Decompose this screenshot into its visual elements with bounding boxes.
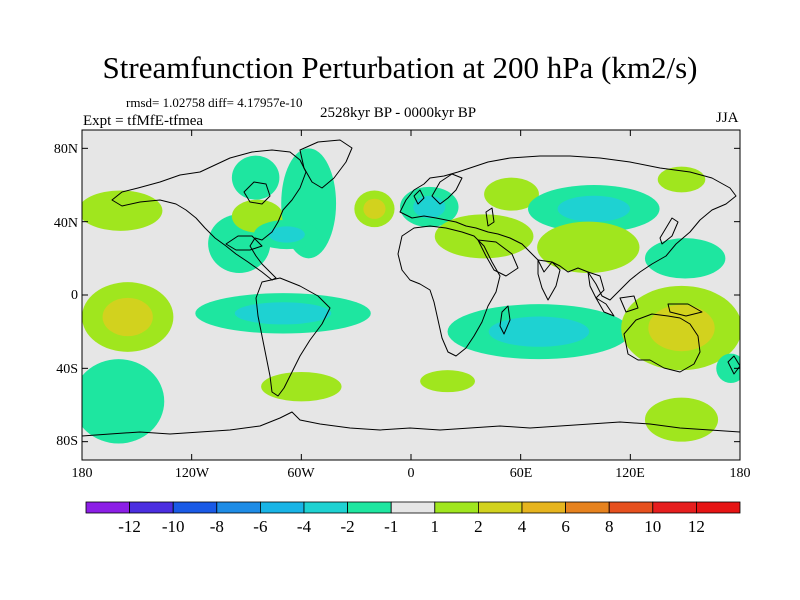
colorbar-swatch bbox=[303, 501, 348, 514]
colorbar-swatch bbox=[172, 501, 218, 514]
field-feature-core-14 bbox=[102, 297, 153, 337]
field-feature-0 bbox=[82, 190, 163, 231]
lat-label-80s: 80S bbox=[56, 434, 78, 449]
coastline-new-zealand bbox=[727, 355, 740, 375]
colorbar-label: 8 bbox=[604, 517, 614, 536]
colorbar-label: -6 bbox=[253, 517, 268, 536]
lon-label-180w: 180 bbox=[71, 466, 93, 481]
colorbar-swatch bbox=[129, 501, 174, 514]
field-feature-13 bbox=[644, 238, 726, 279]
coastline-hudson-bay bbox=[243, 181, 271, 205]
colorbar-label: 10 bbox=[644, 517, 662, 536]
coastline-caspian bbox=[485, 207, 495, 227]
field-feature-19 bbox=[420, 370, 475, 393]
colorbar-swatch bbox=[652, 501, 697, 514]
season-label: JJA bbox=[716, 110, 739, 126]
colorbar-label: -1 bbox=[384, 517, 399, 536]
coastline-australia bbox=[623, 313, 701, 373]
coastline-africa bbox=[397, 225, 501, 357]
coastline-arabia bbox=[477, 239, 519, 277]
field-feature-core-18 bbox=[488, 316, 590, 347]
field-feature-3 bbox=[231, 155, 280, 200]
colorbar-swatch bbox=[216, 501, 261, 514]
axis-ticks bbox=[81, 130, 741, 460]
coastline-antarctica bbox=[82, 411, 740, 437]
lat-label-40n: 40N bbox=[53, 216, 78, 231]
field-feature-17 bbox=[82, 359, 165, 444]
coastline-british-isles bbox=[413, 189, 425, 205]
coastline-greenland bbox=[299, 139, 353, 189]
experiment-label: Expt = tfMfE-tfmea bbox=[83, 113, 204, 129]
field-feature-22 bbox=[716, 353, 740, 383]
coastlines bbox=[82, 139, 740, 437]
colorbar-swatch bbox=[565, 501, 610, 514]
lon-label-120w: 120W bbox=[174, 466, 210, 481]
coastline-borneo bbox=[619, 295, 639, 313]
coastline-madagascar bbox=[499, 305, 511, 335]
lat-label-40s: 40S bbox=[56, 362, 78, 377]
coastline-north-america bbox=[111, 149, 307, 281]
colorbar-swatch bbox=[347, 501, 392, 514]
coastline-south-america bbox=[255, 277, 331, 397]
field-feature-8 bbox=[484, 177, 539, 211]
coastline-eurasia bbox=[399, 155, 737, 301]
field-feature-16 bbox=[261, 372, 342, 402]
coastline-gulf bbox=[225, 235, 263, 251]
colorbar-swatch bbox=[696, 501, 741, 514]
map-background bbox=[82, 130, 740, 460]
coastline-scandinavia bbox=[431, 173, 463, 205]
lon-label-60e: 60E bbox=[509, 466, 533, 481]
lat-label-80n: 80N bbox=[53, 142, 78, 157]
colorbar-swatch bbox=[259, 501, 305, 514]
colorbar-swatch bbox=[85, 501, 130, 514]
colorbar-label: 2 bbox=[474, 517, 483, 536]
coastline-india bbox=[537, 259, 561, 301]
colorbar-label: -2 bbox=[340, 517, 355, 536]
colorbar-label: 1 bbox=[430, 517, 440, 536]
colorbar-label: -4 bbox=[296, 517, 312, 536]
field-feature-core-15 bbox=[234, 302, 332, 325]
field-feature-21 bbox=[644, 397, 719, 442]
colorbar-label: 12 bbox=[687, 517, 705, 536]
colorbar-swatch bbox=[390, 501, 436, 514]
period-label: 2528kyr BP - 0000kyr BP bbox=[320, 105, 477, 121]
field-feature-9 bbox=[434, 214, 534, 259]
colorbar-label: 6 bbox=[561, 517, 570, 536]
coastline-sumatra bbox=[595, 297, 615, 317]
lon-label-180e: 180 bbox=[729, 466, 751, 481]
field-feature-core-20 bbox=[648, 304, 715, 352]
field-feature-core-10 bbox=[557, 195, 630, 222]
lat-label-eq: 0 bbox=[71, 288, 78, 303]
colorbar bbox=[85, 501, 741, 514]
lon-label-0: 0 bbox=[407, 466, 415, 481]
field-feature-core-6 bbox=[363, 198, 386, 219]
field-feature-11 bbox=[537, 221, 640, 273]
colorbar-label: -8 bbox=[209, 517, 224, 536]
colorbar-label: -12 bbox=[118, 517, 141, 536]
coastline-southeast-asia bbox=[587, 271, 605, 299]
colorbar-label: 4 bbox=[517, 517, 527, 536]
contour-fields bbox=[82, 148, 740, 444]
coastline-new-guinea bbox=[667, 303, 703, 317]
lon-label-120e: 120E bbox=[615, 466, 645, 481]
colorbar-swatch bbox=[521, 501, 566, 514]
colorbar-swatch bbox=[608, 501, 654, 514]
page-title: Streamfunction Perturbation at 200 hPa (… bbox=[102, 50, 698, 85]
field-feature-core-7 bbox=[413, 195, 446, 219]
colorbar-swatch bbox=[434, 501, 479, 514]
field-feature-core-5 bbox=[268, 226, 305, 243]
colorbar-swatch bbox=[477, 501, 523, 514]
coastline-japan bbox=[659, 217, 679, 245]
colorbar-label: -10 bbox=[161, 517, 185, 536]
lon-label-60w: 60W bbox=[287, 466, 315, 481]
rmsd-stats: rmsd= 1.02758 diff= 4.17957e-10 bbox=[126, 95, 303, 110]
